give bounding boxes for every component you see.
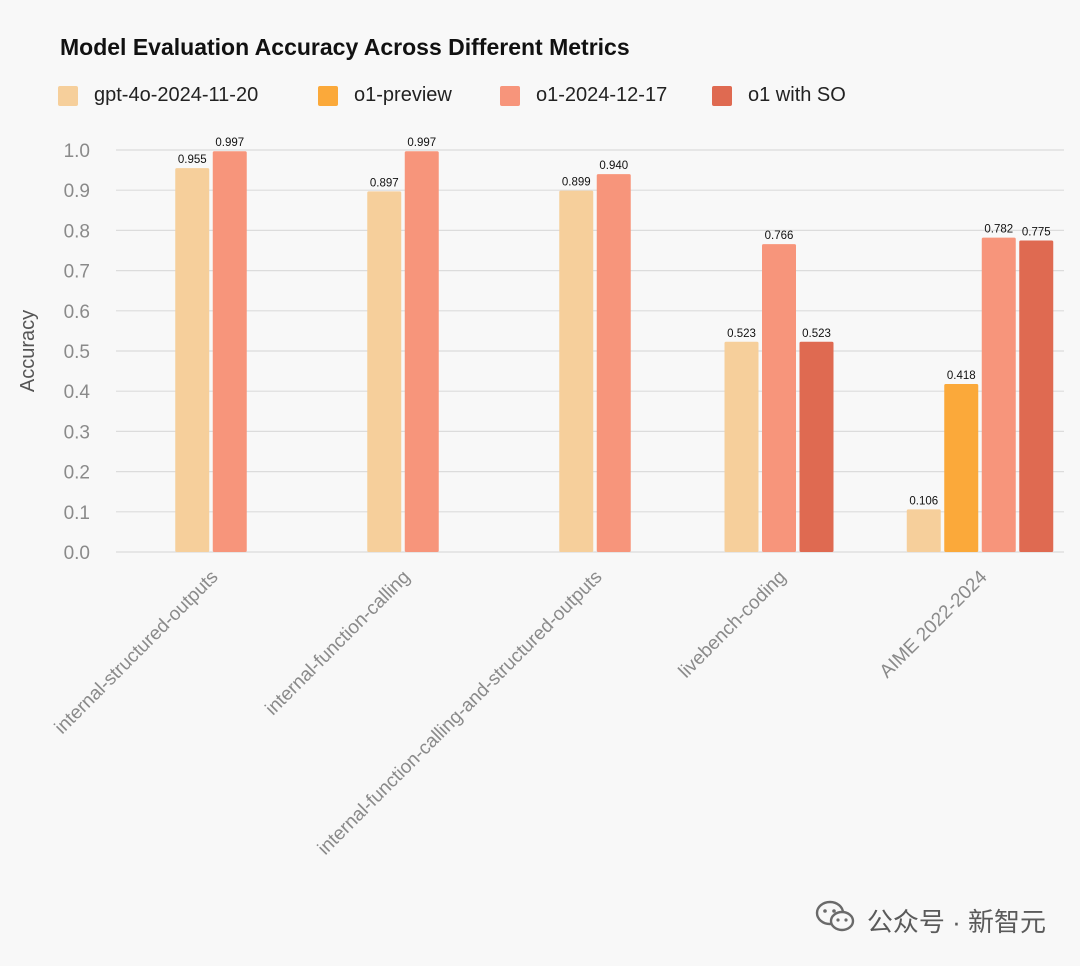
y-tick-label: 0.4 [64,382,91,403]
x-tick-label: internal-structured-outputs [51,567,223,739]
chart-legend: gpt-4o-2024-11-20 o1-preview o1-2024-12-… [58,84,1018,114]
bar-value-label: 0.955 [178,154,207,166]
y-tick-label: 0.8 [64,221,90,242]
watermark-text: 公众号 · 新智元 [866,907,1046,937]
y-axis-label: Accuracy [17,310,39,392]
bar-gpt-4o-2024-11-20 [906,509,941,552]
legend-swatch [58,85,78,106]
bar-value-label: 0.523 [802,328,831,340]
bar-value-label: 0.940 [599,160,628,172]
bar-value-label: 0.782 [984,224,1013,236]
y-tick-label: 0.6 [64,302,90,323]
bar-value-label: 0.997 [215,137,244,149]
bar-value-label: 0.106 [909,495,938,507]
legend-label: o1 with SO [748,84,846,106]
legend-item-o1: o1-2024-12-17 [500,84,667,107]
wechat-icon [815,900,855,941]
y-tick-label: 0.2 [64,463,90,484]
bar-value-label: 0.997 [407,137,436,149]
y-tick-label: 1.0 [64,141,90,162]
bar-o1-2024-12-17 [212,151,247,552]
y-tick-label: 0.7 [64,262,90,283]
bar-value-label: 0.418 [947,370,976,382]
bar-value-label: 0.899 [562,177,591,189]
bar-o1-preview [944,383,979,552]
y-tick-label: 0.5 [64,342,90,363]
bar-gpt-4o-2024-11-20 [559,190,594,553]
legend-label: o1-2024-12-17 [536,84,668,106]
y-tick-label: 0.1 [64,503,90,524]
legend-swatch [712,85,732,106]
legend-item-o1-preview: o1-preview [318,84,452,107]
bar-o1-2024-12-17 [596,174,631,552]
bar-value-label: 0.523 [727,328,756,340]
bar-o1-with-SO [799,341,834,552]
legend-label: o1-preview [354,84,452,106]
bar-o1-2024-12-17 [981,237,1016,553]
watermark: 公众号 · 新智元 [815,900,1046,941]
bar-value-label: 0.775 [1022,226,1051,238]
y-tick-label: 0.9 [64,181,90,202]
bar-gpt-4o-2024-11-20 [367,191,402,552]
legend-swatch [500,85,520,106]
x-tick-label: internal-function-calling [262,567,415,720]
y-tick-label: 0.3 [64,422,90,443]
bar-gpt-4o-2024-11-20 [724,341,759,552]
bar-o1-with-SO [1019,240,1054,552]
bar-value-label: 0.766 [765,230,794,242]
bar-gpt-4o-2024-11-20 [175,168,210,552]
bar-o1-2024-12-17 [762,244,796,552]
bar-value-label: 0.897 [370,177,399,189]
x-tick-label: livebench-coding [675,567,791,683]
legend-swatch [318,85,338,106]
legend-label: gpt-4o-2024-11-20 [94,84,259,106]
legend-item-o1-with-so: o1 with SO [712,84,846,107]
chart-title: Model Evaluation Accuracy Across Differe… [60,34,630,60]
bar-o1-2024-12-17 [404,151,439,552]
legend-item-gpt-4o: gpt-4o-2024-11-20 [58,84,258,107]
y-tick-label: 0.0 [64,543,90,564]
x-tick-label: AIME 2022-2024 [876,566,992,682]
